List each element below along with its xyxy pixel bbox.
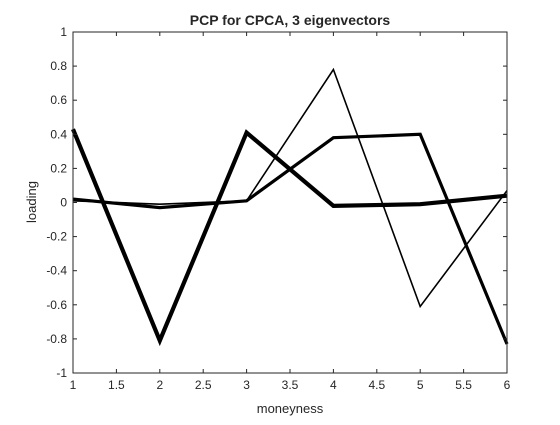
x-tick-label: 2.5 <box>195 378 212 392</box>
y-tick-label: 0.6 <box>50 93 67 107</box>
x-tick-label: 1 <box>70 378 77 392</box>
y-tick-label: -0.4 <box>46 264 67 278</box>
y-tick-label: 0 <box>60 196 67 210</box>
y-tick-label: 0.8 <box>50 59 67 73</box>
series-line-2 <box>71 128 508 347</box>
y-axis-label: loading <box>24 181 39 223</box>
series-line-3 <box>72 67 508 309</box>
y-tick-label: 0.4 <box>50 127 67 141</box>
x-axis-label: moneyness <box>257 401 324 416</box>
y-tick-label: -0.2 <box>46 230 67 244</box>
y-tick-label: -0.8 <box>46 332 67 346</box>
y-tick-label: -1 <box>56 366 67 380</box>
y-axis: -1 -0.8 -0.6 -0.4 -0.2 0 0.2 0.4 0.6 0.8 1 <box>46 25 507 380</box>
x-tick-label: 4 <box>330 378 337 392</box>
x-tick-label: 6 <box>504 378 511 392</box>
y-tick-label: 0.2 <box>50 161 67 175</box>
x-axis: 1 1.5 2 2.5 3 3.5 4 4.5 5 5.5 6 <box>70 32 511 392</box>
x-tick-label: 4.5 <box>368 378 385 392</box>
x-tick-label: 5 <box>417 378 424 392</box>
x-tick-label: 3.5 <box>282 378 299 392</box>
x-tick-label: 1.5 <box>108 378 125 392</box>
x-tick-label: 2 <box>156 378 163 392</box>
chart-title: PCP for CPCA, 3 eigenvectors <box>190 12 391 28</box>
x-tick-label: 3 <box>243 378 250 392</box>
y-tick-label: -0.6 <box>46 298 67 312</box>
series-layer <box>71 67 509 347</box>
y-tick-label: 1 <box>60 25 67 39</box>
x-tick-label: 5.5 <box>455 378 472 392</box>
